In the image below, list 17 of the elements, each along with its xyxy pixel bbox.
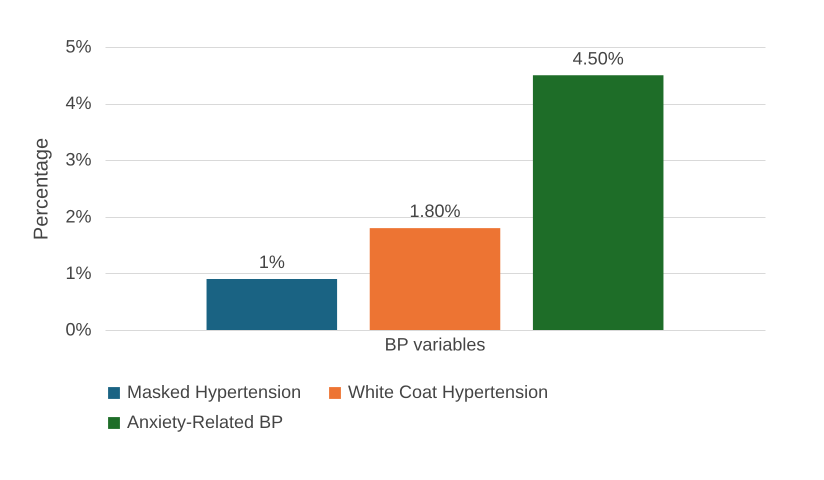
legend-label: White Coat Hypertension	[348, 382, 548, 402]
legend-label: Anxiety-Related BP	[127, 412, 284, 432]
y-tick-label: 3%	[65, 150, 92, 170]
data-label: 4.50%	[572, 48, 624, 68]
y-tick-label: 0%	[65, 320, 92, 340]
y-tick-label: 4%	[65, 93, 92, 114]
y-axis-title: Percentage	[30, 138, 52, 240]
x-tick-label: BP variables	[384, 334, 486, 354]
y-tick-label: 1%	[65, 262, 92, 283]
bar	[532, 75, 664, 330]
legend-label: Masked Hypertension	[127, 382, 302, 402]
y-tick-label: 5%	[65, 36, 92, 56]
data-label: 1.80%	[409, 201, 461, 222]
bar	[206, 279, 338, 330]
data-label: 1%	[258, 252, 285, 272]
bar	[370, 228, 500, 330]
y-tick-label: 2%	[65, 206, 92, 226]
